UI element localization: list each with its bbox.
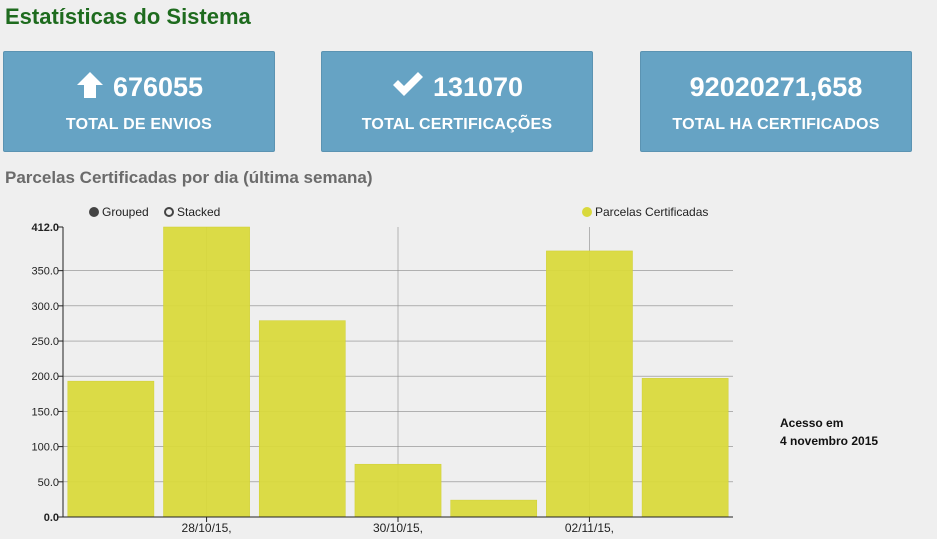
arrow-up-icon <box>76 72 103 98</box>
stat-label: TOTAL HA CERTIFICADOS <box>672 116 880 133</box>
stat-value: 92020271,658 <box>689 72 863 102</box>
y-tick-label: 300.0 <box>31 301 59 313</box>
bar-27/10/15 <box>67 380 155 518</box>
y-tick-label: 0.0 <box>44 512 59 524</box>
radio-unselected-icon <box>164 207 174 217</box>
legend-series-label: Parcelas Certificadas <box>595 205 709 219</box>
bar-30/10/15 <box>354 463 442 518</box>
access-note: Acesso em 4 novembro 2015 <box>780 414 878 450</box>
stat-label: TOTAL DE ENVIOS <box>65 116 213 133</box>
y-tick-label: 250.0 <box>31 336 59 348</box>
stat-value: 131070 <box>432 72 524 102</box>
stacked-label: Stacked <box>177 205 221 219</box>
grouped-label: Grouped <box>102 205 149 219</box>
x-tick-label: 30/10/15, <box>373 521 423 535</box>
stacked-toggle[interactable]: Stacked <box>164 205 220 219</box>
stat-card-certificacoes: 131070 TOTAL CERTIFICAÇÕES <box>321 51 593 152</box>
bar-03/11/15 <box>641 378 729 518</box>
legend-swatch-icon <box>582 207 592 217</box>
grouped-toggle[interactable]: Grouped <box>89 205 149 219</box>
y-tick-label: 50.0 <box>38 477 59 489</box>
stat-card-envios: 676055 TOTAL DE ENVIOS <box>3 51 275 152</box>
bar-29/10/15 <box>258 320 346 518</box>
radio-selected-icon <box>89 207 99 217</box>
legend-series[interactable]: Parcelas Certificadas <box>582 205 708 219</box>
check-icon <box>392 72 423 96</box>
bar-28/10/15 <box>163 226 250 518</box>
y-tick-label: 412.0 <box>31 222 59 234</box>
y-tick-label: 350.0 <box>31 266 59 278</box>
x-tick-label: 02/11/15, <box>565 521 614 535</box>
x-tick-label: 28/10/15, <box>182 521 232 535</box>
page-title: Estatísticas do Sistema <box>5 4 251 29</box>
y-tick-label: 150.0 <box>31 406 59 418</box>
bar-31/10/15 <box>450 499 538 518</box>
stat-value: 676055 <box>112 72 204 102</box>
y-tick-label: 200.0 <box>31 371 59 383</box>
chart-heading: Parcelas Certificadas por dia (última se… <box>5 168 373 187</box>
y-tick-label: 100.0 <box>31 442 59 454</box>
bar-02/11/15 <box>546 250 633 518</box>
access-note-line2: 4 novembro 2015 <box>780 434 879 448</box>
access-note-line1: Acesso em <box>780 416 844 430</box>
stat-card-hectares: 92020271,658 TOTAL HA CERTIFICADOS <box>640 51 912 152</box>
stat-label: TOTAL CERTIFICAÇÕES <box>361 116 553 133</box>
